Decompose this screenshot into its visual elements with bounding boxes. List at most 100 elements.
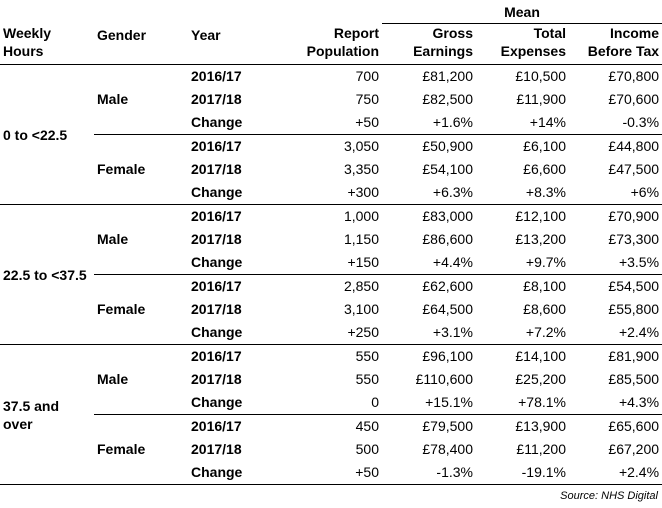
gender-cell: Male — [94, 344, 188, 415]
year-cell: 2016/17 — [188, 344, 280, 368]
table-row: Change +300 +6.3% +8.3% +6% — [0, 181, 662, 205]
year-cell: Change — [191, 464, 243, 480]
income-before-tax-cell: +6% — [630, 184, 660, 200]
income-before-tax-cell: +4.3% — [618, 394, 660, 410]
gross-earnings-cell: £81,200 — [382, 64, 476, 88]
gross-earnings-cell: +1.6% — [432, 114, 473, 130]
total-expenses-cell: £6,100 — [476, 134, 569, 158]
year-cell: Change — [191, 114, 243, 130]
table-row: Female 2016/17 2,850 £62,600 £8,100 £54,500 — [0, 274, 662, 345]
table-row: Female 2016/17 450 £79,500 £13,900 £65,600 — [0, 414, 662, 484]
total-expenses-cell: £6,600 — [523, 161, 566, 177]
total-expenses-cell: +78.1% — [518, 394, 566, 410]
year-cell: 2016/17 — [188, 64, 280, 88]
report-population-cell: 750 — [355, 91, 379, 107]
year-cell: 2016/17 — [188, 134, 280, 158]
income-before-tax-cell: +2.4% — [618, 324, 660, 340]
gender-cell: Male — [94, 64, 188, 135]
report-population-cell: 3,100 — [343, 301, 379, 317]
total-expenses-cell: £11,200 — [516, 441, 566, 457]
earnings-table: Mean Weekly Hours Gender Year Report Pop… — [0, 0, 662, 484]
table-row: 2017/18 3,350 £54,100 £6,600 £47,500 — [0, 158, 662, 181]
table-row: 2017/18 550 £110,600 £25,200 £85,500 — [0, 368, 662, 391]
report-population-cell: 3,050 — [280, 134, 382, 158]
income-before-tax-cell: £70,600 — [608, 91, 660, 107]
table-row: Female 2016/17 3,050 £50,900 £6,100 £44,800 — [0, 134, 662, 205]
gender-cell: Female — [94, 414, 188, 484]
income-before-tax-cell: £47,500 — [608, 161, 660, 177]
total-expenses-cell: +14% — [529, 114, 566, 130]
gross-earnings-cell: +4.4% — [432, 254, 473, 270]
gross-earnings-cell: £79,500 — [382, 414, 476, 438]
table-row: Change +50 -1.3% -19.1% +2.4% — [0, 461, 662, 484]
table-row: Change +50 +1.6% +14% -0.3% — [0, 111, 662, 135]
total-expenses-cell: +8.3% — [525, 184, 566, 200]
income-before-tax-cell: £44,800 — [569, 134, 662, 158]
report-population-cell: 1,150 — [343, 231, 379, 247]
year-cell: 2016/17 — [188, 414, 280, 438]
total-expenses-cell: £12,100 — [476, 204, 569, 228]
report-population-cell: +50 — [355, 464, 379, 480]
year-cell: Change — [191, 184, 243, 200]
year-cell: 2016/17 — [188, 274, 280, 298]
year-cell: 2017/18 — [191, 371, 242, 387]
income-before-tax-cell: £73,300 — [608, 231, 660, 247]
gross-earnings-cell: £82,500 — [422, 91, 473, 107]
gross-earnings-cell: £83,000 — [382, 204, 476, 228]
gross-earnings-header: Gross Earnings — [413, 25, 473, 59]
total-expenses-header: Total Expenses — [500, 25, 566, 59]
gross-earnings-cell: £62,600 — [382, 274, 476, 298]
gross-earnings-cell: +15.1% — [425, 394, 473, 410]
year-header: Year — [191, 26, 221, 43]
total-expenses-cell: -19.1% — [521, 464, 566, 480]
gross-earnings-cell: £54,100 — [422, 161, 473, 177]
income-before-tax-cell: +2.4% — [618, 464, 660, 480]
income-before-tax-header: Income Before Tax — [587, 25, 660, 59]
bottom-rule — [0, 484, 662, 485]
income-before-tax-cell: £81,900 — [569, 344, 662, 368]
year-cell: 2017/18 — [191, 91, 242, 107]
income-before-tax-cell: £70,900 — [569, 204, 662, 228]
report-population-cell: 0 — [371, 394, 379, 410]
total-expenses-cell: £13,900 — [476, 414, 569, 438]
year-cell: 2017/18 — [191, 161, 242, 177]
gross-earnings-cell: +3.1% — [432, 324, 473, 340]
report-population-cell: 700 — [280, 64, 382, 88]
total-expenses-cell: £11,900 — [516, 91, 566, 107]
income-before-tax-cell: £55,800 — [608, 301, 660, 317]
gender-header: Gender — [97, 26, 147, 43]
report-population-cell: +150 — [347, 254, 379, 270]
report-population-cell: +300 — [347, 184, 379, 200]
total-expenses-cell: £14,100 — [476, 344, 569, 368]
income-before-tax-cell: -0.3% — [622, 114, 660, 130]
gross-earnings-cell: -1.3% — [436, 464, 473, 480]
weekly-hours-cell: 22.5 to <37.5 — [0, 204, 94, 345]
gross-earnings-cell: £86,600 — [422, 231, 473, 247]
report-population-cell: 2,850 — [280, 274, 382, 298]
total-expenses-cell: £8,600 — [523, 301, 566, 317]
year-cell: 2017/18 — [191, 231, 242, 247]
weekly-hours-cell: 37.5 and over — [0, 344, 94, 484]
table-row: Change +150 +4.4% +9.7% +3.5% — [0, 251, 662, 275]
mean-header: Mean — [382, 0, 662, 24]
table-row: Change 0 +15.1% +78.1% +4.3% — [0, 391, 662, 415]
gross-earnings-cell: £78,400 — [422, 441, 473, 457]
report-population-cell: 1,000 — [280, 204, 382, 228]
year-cell: 2017/18 — [191, 301, 242, 317]
total-expenses-cell: +9.7% — [525, 254, 566, 270]
gross-earnings-cell: +6.3% — [432, 184, 473, 200]
report-population-cell: 500 — [355, 441, 379, 457]
gross-earnings-cell: £96,100 — [382, 344, 476, 368]
table-row: 37.5 and over Male 2016/17 550 £96,100 £14,10… — [0, 344, 662, 484]
gender-cell: Female — [94, 274, 188, 345]
report-population-cell: 550 — [355, 371, 379, 387]
year-cell: 2017/18 — [191, 441, 242, 457]
table-row: 0 to <22.5 Male 2016/17 700 £81,200 £10,500 £7… — [0, 64, 662, 205]
table-body: 0 to <22.5 Male 2016/17 700 £81,200 £10,500 £7… — [0, 64, 662, 484]
table-row: Change +250 +3.1% +7.2% +2.4% — [0, 321, 662, 345]
income-before-tax-cell: £65,600 — [569, 414, 662, 438]
report-population-cell: 550 — [280, 344, 382, 368]
weekly-hours-cell: 0 to <22.5 — [0, 64, 94, 205]
income-before-tax-cell: £54,500 — [569, 274, 662, 298]
